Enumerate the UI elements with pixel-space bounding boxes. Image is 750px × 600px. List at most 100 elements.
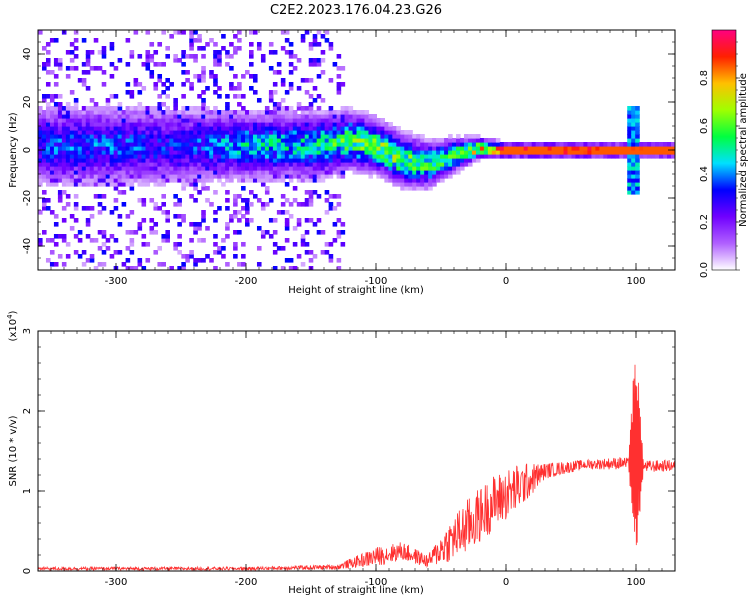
spectrogram-cell (77, 230, 83, 235)
spectrogram-cell (145, 154, 151, 159)
spectrogram-cell (328, 78, 334, 83)
spectrogram-cell (416, 178, 421, 183)
spectrogram-cell (356, 122, 362, 127)
spectrogram-cell (97, 202, 103, 207)
spectrogram-cell (213, 210, 218, 215)
spectrogram-cell (308, 166, 314, 171)
spectrogram-cell (153, 50, 159, 55)
spectrogram-cell (336, 258, 342, 263)
spectrogram-cell (141, 170, 147, 175)
spectrogram-cell (129, 230, 135, 235)
spectrogram-cell (77, 166, 83, 171)
spectrogram-cell (121, 138, 127, 143)
spectrogram-cell (300, 142, 306, 147)
spectrogram-cell (272, 230, 278, 235)
spectrogram-cell (304, 150, 310, 155)
spectrogram-cell (101, 178, 107, 183)
spectrogram-cell (89, 146, 95, 151)
spectrogram-cell (316, 42, 322, 47)
spectrogram-cell (252, 126, 258, 131)
spectrogram-cell (81, 166, 87, 171)
spectrogram-cell (89, 166, 95, 171)
spectrogram-cell (479, 142, 485, 147)
spectrogram-cell (316, 174, 322, 179)
spectrogram-cell (145, 110, 151, 115)
spectrogram-cell (69, 130, 75, 135)
spectrogram-cell (65, 118, 71, 123)
spectrogram-cell (165, 174, 170, 179)
spectrogram-cell (109, 166, 115, 171)
spectrogram-cell (635, 130, 640, 135)
spectrogram-cell (161, 90, 166, 95)
spectrogram-cell (225, 134, 230, 139)
spectrogram-cell (233, 126, 238, 131)
spectrogram-cell (237, 218, 242, 223)
spectrogram-cell (467, 146, 473, 151)
spectrogram-cell (69, 66, 75, 71)
spectrogram-cell (392, 162, 397, 167)
spectrogram-cell (109, 182, 115, 187)
spectrogram-cell (503, 142, 509, 147)
spectrogram-cell (225, 106, 230, 111)
spectrogram-cell (312, 86, 318, 91)
spectrogram-cell (49, 170, 55, 175)
spectrogram-cell (336, 266, 342, 270)
spectrogram-cell (471, 158, 477, 163)
spectrogram-cell (607, 146, 612, 151)
spectrogram-cell (245, 170, 250, 175)
spectrogram-cell (149, 218, 155, 223)
spectrogram-cell (523, 142, 529, 147)
spectrogram-cell (173, 110, 178, 115)
spectrogram-cell (643, 150, 648, 155)
spectrogram-cell (73, 146, 79, 151)
spectrogram-cell (292, 118, 298, 123)
spectrogram-cell (189, 150, 194, 155)
spectrogram-cell (233, 242, 238, 247)
spectrogram-cell (635, 174, 640, 179)
spectrogram-cell (117, 158, 123, 163)
spectrogram-cell (336, 230, 342, 235)
spectrogram-cell (77, 170, 83, 175)
spectrogram-cell (149, 130, 155, 135)
spectrogram-cell (264, 106, 270, 111)
spectrogram-cell (284, 258, 290, 263)
spectrogram-cell (221, 34, 226, 39)
spectrogram-cell (45, 178, 51, 183)
spectrogram-cell (308, 178, 314, 183)
spectrogram-cell (237, 94, 242, 99)
spectrogram-cell (372, 118, 378, 123)
spectrogram-cell (332, 222, 338, 227)
spectrogram-cell (173, 134, 178, 139)
spectrogram-cell (241, 106, 246, 111)
spectrogram-cell (428, 142, 433, 147)
spectrogram-cell (169, 34, 174, 39)
spectrogram-cell (292, 122, 298, 127)
spectrogram-cell (153, 158, 159, 163)
spectrogram-cell (49, 142, 55, 147)
spectrogram-cell (185, 78, 190, 83)
spectrogram-cell (225, 142, 230, 147)
spectrogram-cell (181, 106, 186, 111)
spectrogram-cell (388, 122, 393, 127)
spectrogram-cell (233, 110, 238, 115)
spectrogram-cell (296, 154, 302, 159)
spectrogram-cell (137, 226, 143, 231)
spectrogram-cell (304, 114, 310, 119)
spectrogram-cell (364, 118, 370, 123)
spectrogram-cell (117, 174, 123, 179)
spectrogram-cell (189, 238, 194, 243)
spectrogram-cell (288, 174, 294, 179)
spectrogram-cell (177, 214, 182, 219)
spectrogram-cell (356, 126, 362, 131)
spectrogram-cell (324, 158, 330, 163)
spectrogram-cell (412, 162, 417, 167)
spectrogram-cell (292, 242, 298, 247)
spectrogram-cell (416, 154, 421, 159)
spectrogram-cell (205, 106, 210, 111)
spectrogram-cell (241, 206, 246, 211)
spectrogram-cell (209, 126, 214, 131)
spectrogram-cell (97, 230, 103, 235)
spectrogram-cell (280, 142, 286, 147)
spectrogram-cell (448, 174, 453, 179)
